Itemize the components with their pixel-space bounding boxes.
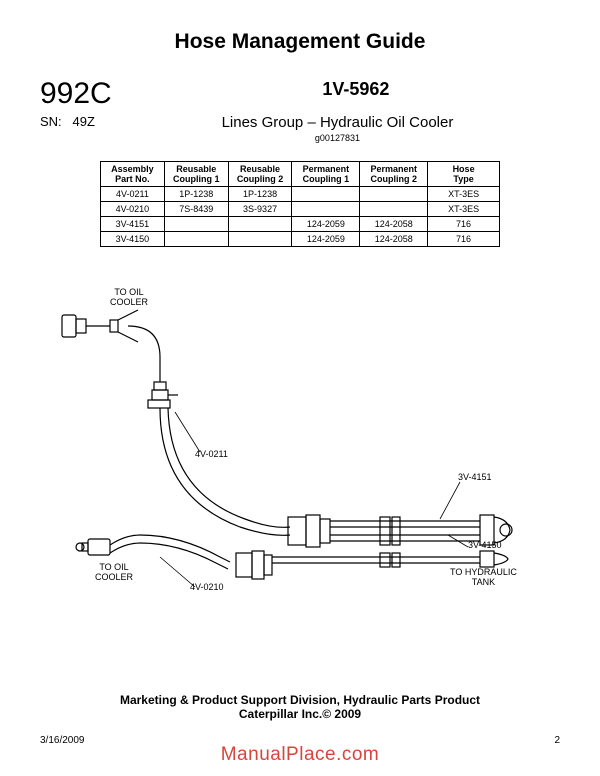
table-cell: 124-2059 [292, 217, 360, 232]
footer-line-2: Caterpillar Inc.© 2009 [0, 707, 600, 721]
table-header-cell: HoseType [428, 162, 500, 187]
table-header-row: AssemblyPart No.ReusableCoupling 1Reusab… [101, 162, 500, 187]
footer: Marketing & Product Support Division, Hy… [0, 693, 600, 721]
watermark: ManualPlace.com [0, 744, 600, 766]
table-cell: 4V-0210 [101, 202, 165, 217]
hose-diagram: TO OILCOOLER TO OILCOOLER TO HYDRAULICTA… [40, 257, 560, 617]
sn-label: SN: [40, 114, 62, 129]
label-3v4150: 3V-4150 [468, 540, 502, 550]
table-cell [164, 217, 228, 232]
label-4v0211: 4V-0211 [195, 449, 228, 459]
table-cell: XT-3ES [428, 187, 500, 202]
table-row: 3V-4151 124-2059124-2058716 [101, 217, 500, 232]
table-cell [292, 187, 360, 202]
model-number: 992C [40, 79, 112, 109]
table-cell [228, 217, 292, 232]
table-cell [360, 202, 428, 217]
table-cell [228, 232, 292, 247]
table-cell: 7S-8439 [164, 202, 228, 217]
table-cell: 716 [428, 217, 500, 232]
table-cell: 124-2058 [360, 232, 428, 247]
label-to-hydraulic-tank: TO HYDRAULICTANK [450, 567, 517, 587]
table-row: 4V-02107S-84393S-9327 XT-3ES [101, 202, 500, 217]
parts-table: AssemblyPart No.ReusableCoupling 1Reusab… [100, 161, 500, 247]
table-cell [292, 202, 360, 217]
parts-table-wrap: AssemblyPart No.ReusableCoupling 1Reusab… [100, 161, 500, 247]
table-cell: 124-2058 [360, 217, 428, 232]
subtitle: Lines Group – Hydraulic Oil Cooler [115, 114, 560, 131]
label-to-oil-cooler-bottom: TO OILCOOLER [95, 562, 133, 582]
table-cell: 3S-9327 [228, 202, 292, 217]
table-cell: 716 [428, 232, 500, 247]
header-row-1: 992C 1V-5962 [40, 79, 560, 109]
table-cell [164, 232, 228, 247]
table-cell [360, 187, 428, 202]
table-header-cell: AssemblyPart No. [101, 162, 165, 187]
table-row: 4V-02111P-12381P-1238XT-3ES [101, 187, 500, 202]
table-header-cell: ReusableCoupling 2 [228, 162, 292, 187]
table-cell: 124-2059 [292, 232, 360, 247]
label-4v0210: 4V-0210 [190, 582, 224, 592]
subtitle-block: Lines Group – Hydraulic Oil Cooler g0012… [115, 114, 560, 143]
table-cell: 3V-4150 [101, 232, 165, 247]
serial-number: SN: 49Z [40, 114, 95, 129]
table-cell: XT-3ES [428, 202, 500, 217]
table-cell: 1P-1238 [228, 187, 292, 202]
label-3v4151: 3V-4151 [458, 472, 492, 482]
table-cell: 1P-1238 [164, 187, 228, 202]
table-header-cell: PermanentCoupling 1 [292, 162, 360, 187]
table-header-cell: ReusableCoupling 1 [164, 162, 228, 187]
table-header-cell: PermanentCoupling 2 [360, 162, 428, 187]
header-row-2: SN: 49Z Lines Group – Hydraulic Oil Cool… [40, 114, 560, 143]
table-row: 3V-4150 124-2059124-2058716 [101, 232, 500, 247]
part-number: 1V-5962 [152, 79, 560, 100]
footer-line-1: Marketing & Product Support Division, Hy… [0, 693, 600, 707]
label-to-oil-cooler-top: TO OILCOOLER [110, 287, 148, 307]
sn-value: 49Z [73, 114, 95, 129]
table-cell: 3V-4151 [101, 217, 165, 232]
g-code: g00127831 [115, 133, 560, 143]
page-title: Hose Management Guide [40, 30, 560, 54]
table-cell: 4V-0211 [101, 187, 165, 202]
table-body: 4V-02111P-12381P-1238XT-3ES4V-02107S-843… [101, 187, 500, 247]
